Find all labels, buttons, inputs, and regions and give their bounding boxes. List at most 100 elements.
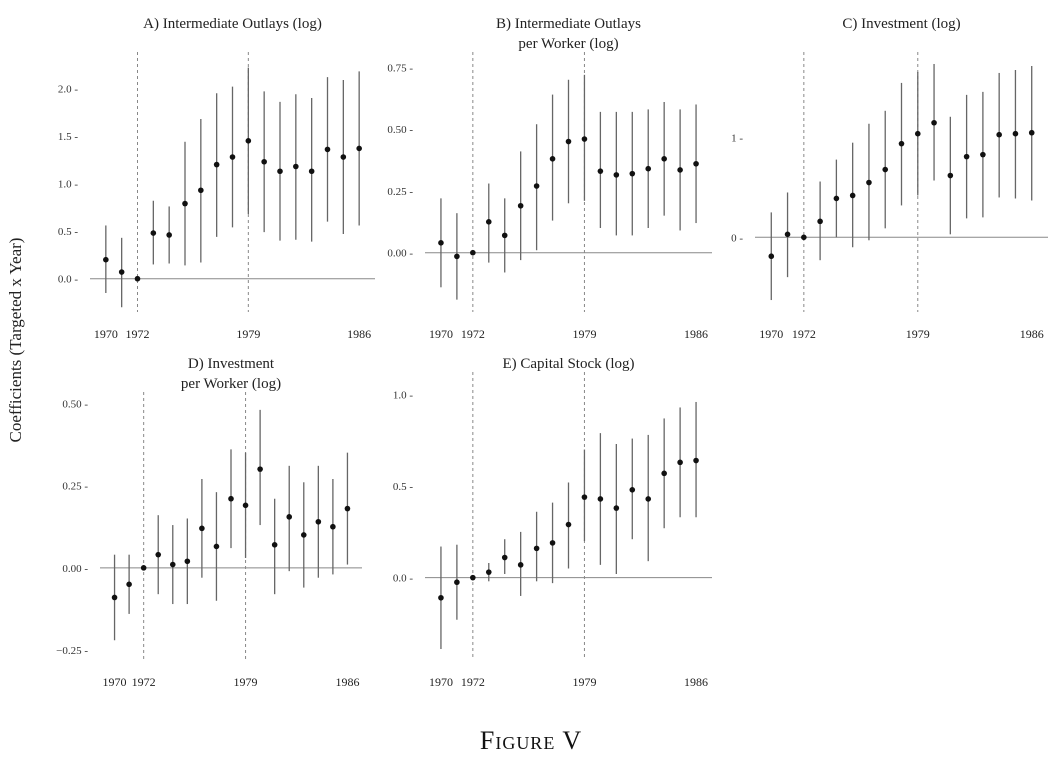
y-tick-label: 0.0 - [58,274,79,286]
coefficient-point [150,230,157,236]
x-tick-label: 1986 [335,675,359,689]
x-tick-label: 1972 [461,327,485,341]
coefficient-point [693,457,699,464]
y-tick-label: 0.25 - [62,481,88,493]
y-tick-label: 0.25 - [387,186,413,198]
coefficient-point [677,167,683,173]
coefficient-point [768,253,775,260]
x-tick-label: 1972 [461,675,485,689]
coefficient-point [140,565,147,571]
coefficient-point [882,166,889,173]
y-tick-label: 0.75 - [387,62,413,74]
coefficient-point [213,161,220,168]
figure-caption: Figure V [479,726,583,755]
coefficient-point [134,275,141,282]
panel-d: D) Investment per Worker (log) −0.25 - 0.00… [56,356,362,689]
coefficient-point [581,136,588,142]
y-tick-label: 0 - [731,232,743,244]
coefficient-point [501,554,508,561]
panel-title: B) Intermediate Outlays [496,16,641,32]
coefficient-point [126,581,132,588]
panel-title: A) Intermediate Outlays (log) [143,16,322,32]
coefficient-point [293,163,299,170]
coefficient-point [693,160,699,167]
coefficient-point [565,138,572,145]
coefficient-point [330,523,336,530]
panel-c: C) Investment (log) 0 - 1 - 1970 1972 1979 198… [731,16,1048,341]
coefficient-point [356,145,362,152]
y-axis-label-text: Coefficients (Targeted x Year) [6,237,25,443]
y-tick-label: 0.50 - [62,398,88,410]
coefficient-point [470,574,476,581]
x-tick-label: 1986 [1020,327,1044,341]
coefficient-point [565,521,572,528]
coefficient-point [300,532,307,538]
y-tick-label: 2.0 - [58,84,79,96]
coefficient-point [485,569,492,575]
coefficient-point [286,514,293,520]
coefficient-point [996,131,1002,138]
coefficient-point [257,466,263,472]
y-tick-label: 1.0 - [58,179,79,191]
coefficient-point [898,140,905,147]
coefficient-point [340,154,347,160]
coefficient-point [833,195,840,202]
coefficient-point [228,495,234,502]
coefficient-point [454,579,460,586]
coefficient-point [111,594,118,601]
coefficient-point [597,168,604,174]
x-tick-label: 1986 [347,327,371,341]
panel-title: C) Investment (log) [842,16,960,32]
x-tick-label: 1972 [132,675,156,689]
coefficient-point [438,240,444,246]
coefficient-point [184,558,191,565]
coefficient-point [169,561,176,568]
y-tick-label: 1.5 - [58,131,79,143]
coefficient-point [784,231,791,238]
coefficient-point [549,156,556,162]
coefficient-point [182,200,188,207]
coefficient-point [155,551,162,558]
coefficient-point [613,172,620,178]
coefficient-point [801,234,807,241]
coefficient-point [242,502,249,509]
coefficient-point [817,218,823,225]
coefficient-point [213,543,220,550]
coefficient-point [229,154,236,160]
y-tick-label: 0.0 - [393,573,414,585]
x-tick-label: 1972 [126,327,150,341]
coefficient-point [198,187,204,194]
x-tick-label: 1986 [684,327,708,341]
coefficient-point [438,594,444,601]
panel-title: per Worker (log) [181,376,281,392]
coefficient-point [470,249,476,256]
x-tick-label: 1972 [792,327,816,341]
coefficient-point [308,168,315,175]
x-tick-label: 1979 [572,327,596,341]
coefficient-point [677,459,683,466]
coefficient-point [166,232,172,238]
coefficient-point [118,269,125,275]
coefficient-point [963,153,970,160]
x-tick-label: 1970 [94,327,118,341]
coefficient-point [517,562,524,568]
y-tick-label: 0.00 - [62,563,88,575]
x-tick-label: 1979 [572,675,596,689]
coefficient-point [271,542,278,548]
y-tick-label: 0.5 - [393,481,414,493]
coefficient-point [533,183,540,189]
coefficient-point [947,172,954,179]
x-tick-label: 1979 [236,327,260,341]
y-tick-label: 1 - [731,133,743,145]
x-tick-label: 1970 [759,327,783,341]
coefficient-point [645,496,652,502]
coefficient-point [661,470,667,477]
x-tick-label: 1970 [429,327,453,341]
x-tick-label: 1970 [103,675,127,689]
coefficient-point [344,505,351,512]
coefficient-point [1012,130,1019,137]
panel-title: per Worker (log) [518,36,618,52]
coefficient-point [866,179,872,186]
coefficient-point [629,487,636,493]
